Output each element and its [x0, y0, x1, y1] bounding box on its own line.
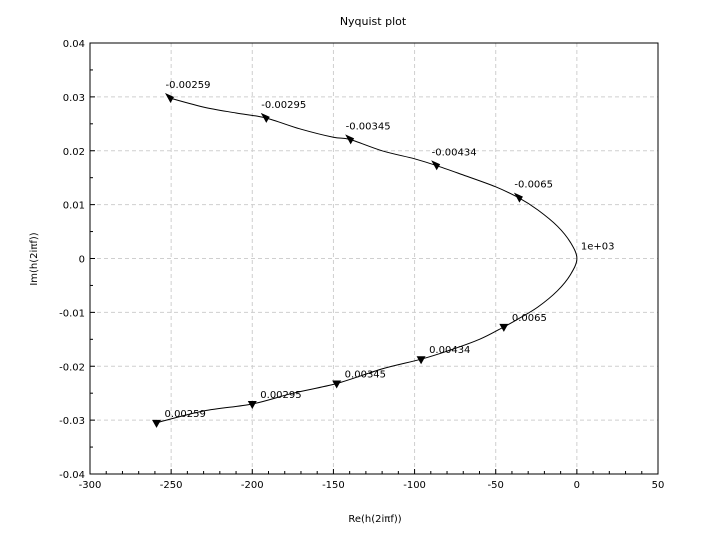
y-tick-label: 0.02: [63, 147, 85, 158]
frequency-label: 0.00434: [429, 345, 470, 356]
y-tick-label: -0.04: [59, 470, 85, 481]
y-tick-label: 0.03: [63, 93, 85, 104]
x-tick-label: -250: [160, 480, 183, 491]
y-tick-label: -0.01: [59, 308, 85, 319]
x-tick-label: -300: [79, 480, 102, 491]
y-tick-label: 0.04: [63, 39, 85, 50]
nyquist-curve: [156, 97, 578, 424]
y-tick-label: 0.01: [63, 201, 85, 212]
frequency-marker: [513, 192, 523, 203]
y-tick-label: -0.03: [59, 416, 85, 427]
x-tick-label: -50: [488, 480, 504, 491]
frequency-label: 0.00295: [260, 390, 301, 401]
frequency-marker: [416, 356, 426, 365]
frequency-marker: [152, 419, 162, 428]
frequency-label: -0.00295: [261, 100, 306, 111]
y-tick-label: 0: [79, 255, 85, 266]
frequency-marker: [499, 323, 509, 332]
frequency-markers: [152, 92, 523, 428]
frequency-marker: [345, 134, 355, 145]
frequency-label: -0.0065: [514, 180, 553, 191]
frequency-label: 1e+03: [581, 242, 615, 253]
y-axis: -0.04 -0.03 -0.02 -0.01 0 0.01 0.02 0.03 0.04: [59, 39, 95, 481]
frequency-label: -0.00259: [166, 80, 211, 91]
frequency-label: -0.00345: [346, 121, 391, 132]
y-axis-label: Im(h(2iπf)): [29, 232, 40, 285]
x-tick-label: -200: [241, 480, 264, 491]
frequency-label: -0.00434: [432, 147, 477, 158]
frequency-label: 0.0065: [512, 313, 547, 324]
x-tick-label: -150: [322, 480, 345, 491]
frequency-labels: -0.00259 -0.00295 -0.00345 -0.00434 -0.0065 1…: [165, 80, 615, 420]
frequency-marker: [260, 112, 270, 123]
x-axis-label: Re(h(2iπf)): [348, 514, 401, 525]
frequency-marker: [431, 160, 441, 171]
x-tick-label: 50: [652, 480, 665, 491]
x-tick-label: 0: [574, 480, 580, 491]
frequency-marker: [165, 92, 175, 103]
chart-title: Nyquist plot: [340, 15, 407, 28]
x-tick-label: -100: [403, 480, 426, 491]
frequency-label: 0.00259: [165, 409, 206, 420]
frequency-marker: [332, 380, 342, 389]
x-axis: -300 -250 -200 -150 -100 -50 0 50: [79, 469, 665, 491]
frequency-label: 0.00345: [345, 369, 386, 380]
y-tick-label: -0.02: [59, 362, 85, 373]
frequency-marker: [247, 400, 257, 409]
